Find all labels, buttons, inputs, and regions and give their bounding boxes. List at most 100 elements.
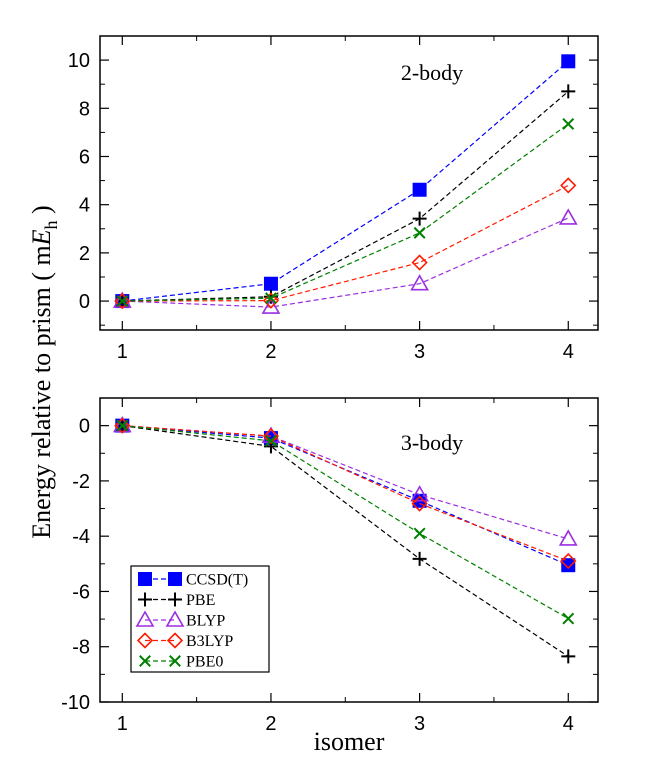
- y-axis-title-italic: E: [27, 229, 56, 246]
- y-axis-title-end: ): [27, 205, 56, 220]
- legend-entry-ccsd-t: CCSD(T): [138, 572, 248, 589]
- y-tick-label: 2: [79, 243, 90, 265]
- data-point-pbe0: [413, 226, 426, 239]
- data-point-blyp: [558, 529, 578, 546]
- legend-label: BLYP: [186, 613, 225, 630]
- data-point-ccsd-t: [561, 54, 576, 69]
- series-ccsd-t: [115, 54, 576, 309]
- y-tick-label: -8: [72, 637, 90, 659]
- legend-box: [130, 565, 270, 673]
- data-point-blyp: [410, 274, 429, 291]
- y-tick-label: 10: [68, 50, 90, 72]
- data-point-blyp: [261, 297, 281, 314]
- legend-marker: [139, 655, 151, 667]
- x-tick-label: 3: [414, 341, 425, 363]
- y-tick-label: -4: [72, 526, 90, 548]
- legend-marker: [138, 592, 152, 607]
- data-point-pbe0: [116, 419, 129, 432]
- x-tick-label: 1: [117, 713, 128, 735]
- data-point-pbe: [412, 551, 427, 566]
- data-point-pbe0: [116, 295, 129, 308]
- data-point-b3lyp: [114, 292, 131, 310]
- panel-annotation: 3-body: [401, 430, 463, 455]
- legend-marker: [169, 655, 181, 667]
- series-b3lyp: [114, 417, 577, 570]
- legend-entry-blyp: BLYP: [135, 610, 225, 630]
- series-blyp: [112, 208, 578, 314]
- legend-marker: [165, 610, 185, 627]
- x-tick-label: 4: [563, 713, 574, 735]
- data-point-ccsd-t: [561, 558, 576, 573]
- y-axis-title: Energy relative to prism ( mEh ): [27, 205, 61, 538]
- y-tick-label: -2: [72, 471, 90, 493]
- y-tick-label: -6: [72, 581, 90, 603]
- y-tick-label: 0: [79, 416, 90, 438]
- data-point-pbe: [412, 211, 427, 226]
- data-point-b3lyp: [114, 417, 131, 434]
- series-line-pbe: [122, 425, 569, 657]
- data-point-blyp: [558, 208, 578, 225]
- data-point-b3lyp: [411, 495, 428, 512]
- legend-marker: [135, 610, 155, 627]
- data-point-pbe0: [562, 612, 575, 625]
- data-point-pbe0: [562, 118, 575, 130]
- panel-1: 1 2 3 4 0 2 4 6 8 10 2-body: [68, 35, 599, 363]
- y-tick-label: 4: [79, 195, 90, 217]
- series-b3lyp: [114, 177, 577, 310]
- data-point-b3lyp: [560, 552, 577, 570]
- series-line-ccsd-t: [122, 425, 569, 566]
- series-pbe: [115, 84, 576, 309]
- panel-annotation: 2-body: [401, 60, 463, 85]
- series-blyp: [112, 416, 578, 546]
- legend-marker: [138, 572, 152, 586]
- legend-entry-pbe0: PBE0: [139, 654, 223, 671]
- series-line-blyp: [122, 425, 569, 540]
- legend-marker: [136, 632, 154, 649]
- data-point-pbe: [561, 649, 576, 664]
- data-point-pbe0: [264, 292, 277, 305]
- y-tick-label: 0: [79, 291, 90, 313]
- data-point-b3lyp: [411, 254, 428, 271]
- x-tick-label: 3: [414, 713, 425, 735]
- legend-label: CCSD(T): [186, 572, 248, 589]
- data-point-blyp: [410, 485, 429, 502]
- series-line-blyp: [122, 217, 569, 308]
- legend-label: B3LYP: [186, 633, 233, 650]
- series-line-pbe0: [122, 425, 569, 620]
- legend-marker: [168, 572, 182, 586]
- series-line-ccsd-t: [122, 60, 569, 302]
- plot-frame: [99, 397, 599, 703]
- legend-marker: [168, 592, 182, 607]
- x-tick-label: 4: [563, 341, 574, 363]
- panel-2: 1 2 3 4 0 -2 -4 -6 -8 -10 3-body: [61, 397, 599, 735]
- series-pbe0: [116, 118, 575, 308]
- data-point-pbe0: [264, 434, 277, 447]
- plot-frame: [99, 35, 599, 331]
- series-line-pbe0: [122, 123, 569, 302]
- data-point-ccsd-t: [263, 276, 278, 291]
- series-line-b3lyp: [122, 425, 569, 562]
- y-tick-label: -10: [61, 692, 90, 714]
- x-axis-title: isomer: [314, 727, 385, 756]
- x-tick-label: 2: [265, 713, 276, 735]
- legend-label: PBE: [186, 592, 215, 609]
- y-tick-label: 6: [79, 146, 90, 168]
- data-point-b3lyp: [262, 428, 280, 445]
- data-point-b3lyp: [560, 177, 577, 194]
- data-point-pbe0: [413, 527, 426, 540]
- legend-label: PBE0: [186, 654, 223, 671]
- series-line-pbe: [122, 90, 569, 302]
- data-point-pbe: [561, 84, 576, 99]
- data-point-ccsd-t: [412, 182, 427, 197]
- series-line-b3lyp: [122, 184, 569, 302]
- legend-marker: [166, 632, 184, 649]
- series-ccsd-t: [115, 418, 576, 573]
- y-axis-title-part: Energy relative to prism ( m: [27, 245, 56, 538]
- legend-entry-b3lyp: B3LYP: [136, 632, 233, 650]
- legend-entry-pbe: PBE: [138, 592, 215, 609]
- x-tick-label: 1: [117, 341, 128, 363]
- y-tick-label: 8: [79, 98, 90, 120]
- x-tick-label: 2: [265, 341, 276, 363]
